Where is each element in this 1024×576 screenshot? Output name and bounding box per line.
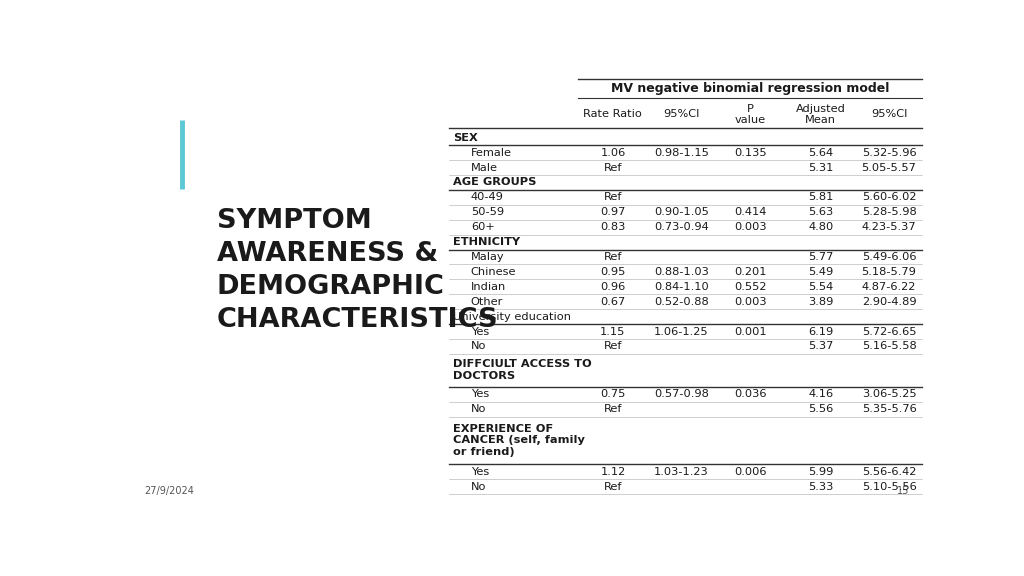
Text: 95%CI: 95%CI [870, 109, 907, 119]
Text: Yes: Yes [471, 467, 489, 477]
Text: 0.83: 0.83 [600, 222, 626, 232]
Text: 5.99: 5.99 [808, 467, 834, 477]
Text: Indian: Indian [471, 282, 506, 292]
Text: 5.49-6.06: 5.49-6.06 [862, 252, 916, 262]
Text: 3.89: 3.89 [808, 297, 834, 307]
Text: 0.57-0.98: 0.57-0.98 [654, 389, 709, 399]
Text: 0.84-1.10: 0.84-1.10 [654, 282, 709, 292]
Text: 1.03-1.23: 1.03-1.23 [654, 467, 709, 477]
Text: Male: Male [471, 162, 498, 173]
Text: 1.12: 1.12 [600, 467, 626, 477]
Text: 0.75: 0.75 [600, 389, 626, 399]
Text: 5.37: 5.37 [808, 342, 834, 351]
Text: 1.06-1.25: 1.06-1.25 [654, 327, 709, 336]
Text: 4.80: 4.80 [808, 222, 834, 232]
Text: 50-59: 50-59 [471, 207, 504, 217]
Text: 4.87-6.22: 4.87-6.22 [862, 282, 916, 292]
Text: 0.135: 0.135 [734, 147, 767, 158]
Text: 0.006: 0.006 [734, 467, 766, 477]
Text: 0.97: 0.97 [600, 207, 626, 217]
Text: 5.28-5.98: 5.28-5.98 [861, 207, 916, 217]
Text: P
value: P value [734, 104, 766, 125]
Text: Ref: Ref [603, 162, 623, 173]
Text: 0.003: 0.003 [734, 222, 767, 232]
Text: 0.414: 0.414 [734, 207, 766, 217]
Text: 2.90-4.89: 2.90-4.89 [862, 297, 916, 307]
Text: 0.52-0.88: 0.52-0.88 [654, 297, 709, 307]
Text: 0.88-1.03: 0.88-1.03 [654, 267, 709, 277]
Text: 5.54: 5.54 [808, 282, 834, 292]
Text: 4.23-5.37: 4.23-5.37 [862, 222, 916, 232]
Text: 5.77: 5.77 [808, 252, 834, 262]
Text: 5.33: 5.33 [808, 482, 834, 491]
Text: 0.003: 0.003 [734, 297, 767, 307]
Text: Female: Female [471, 147, 512, 158]
Text: 5.10-5.56: 5.10-5.56 [861, 482, 916, 491]
Text: 0.001: 0.001 [734, 327, 767, 336]
Text: 40-49: 40-49 [471, 192, 504, 202]
Text: 15: 15 [897, 486, 909, 496]
Text: MV negative binomial regression model: MV negative binomial regression model [610, 82, 889, 95]
Text: 60+: 60+ [471, 222, 495, 232]
Text: 5.32-5.96: 5.32-5.96 [862, 147, 916, 158]
Text: 0.73-0.94: 0.73-0.94 [654, 222, 709, 232]
Text: 0.96: 0.96 [600, 282, 626, 292]
Text: Yes: Yes [471, 389, 489, 399]
Text: SYMPTOM
AWARENESS &
DEMOGRAPHIC
CHARACTERISTICS: SYMPTOM AWARENESS & DEMOGRAPHIC CHARACTE… [217, 209, 499, 334]
Text: Malay: Malay [471, 252, 505, 262]
Text: 6.19: 6.19 [808, 327, 834, 336]
Text: Rate Ratio: Rate Ratio [584, 109, 642, 119]
Text: 5.31: 5.31 [808, 162, 834, 173]
Text: 5.81: 5.81 [808, 192, 834, 202]
Text: Ref: Ref [603, 404, 623, 414]
Text: 0.90-1.05: 0.90-1.05 [654, 207, 709, 217]
Text: 5.05-5.57: 5.05-5.57 [861, 162, 916, 173]
Text: 5.63: 5.63 [808, 207, 834, 217]
Text: 5.60-6.02: 5.60-6.02 [862, 192, 916, 202]
Text: No: No [471, 482, 486, 491]
Text: 0.98-1.15: 0.98-1.15 [654, 147, 709, 158]
Text: 95%CI: 95%CI [664, 109, 699, 119]
Text: No: No [471, 404, 486, 414]
Text: Adjusted
Mean: Adjusted Mean [796, 104, 846, 125]
Text: 5.64: 5.64 [808, 147, 834, 158]
Text: 0.552: 0.552 [734, 282, 766, 292]
Text: 4.16: 4.16 [808, 389, 834, 399]
Text: 5.72-6.65: 5.72-6.65 [862, 327, 916, 336]
Text: EXPERIENCE OF
CANCER (self, family
or friend): EXPERIENCE OF CANCER (self, family or fr… [454, 424, 586, 457]
Text: DIFFCIULT ACCESS TO
DOCTORS: DIFFCIULT ACCESS TO DOCTORS [454, 359, 592, 381]
Text: Ref: Ref [603, 192, 623, 202]
Text: Other: Other [471, 297, 503, 307]
Text: University education: University education [454, 312, 571, 321]
Text: 5.56-6.42: 5.56-6.42 [862, 467, 916, 477]
Text: ETHNICITY: ETHNICITY [454, 237, 520, 247]
Text: AGE GROUPS: AGE GROUPS [454, 177, 537, 188]
Text: 5.49: 5.49 [808, 267, 834, 277]
Text: 27/9/2024: 27/9/2024 [143, 486, 194, 496]
Text: 0.036: 0.036 [734, 389, 766, 399]
Text: 3.06-5.25: 3.06-5.25 [862, 389, 916, 399]
Text: Ref: Ref [603, 252, 623, 262]
Text: 5.16-5.58: 5.16-5.58 [861, 342, 916, 351]
Text: No: No [471, 342, 486, 351]
Text: SEX: SEX [454, 133, 478, 143]
Text: 1.06: 1.06 [600, 147, 626, 158]
Text: 5.18-5.79: 5.18-5.79 [861, 267, 916, 277]
Text: 1.15: 1.15 [600, 327, 626, 336]
Text: 5.56: 5.56 [808, 404, 834, 414]
Text: 0.67: 0.67 [600, 297, 626, 307]
Text: Yes: Yes [471, 327, 489, 336]
Text: 0.201: 0.201 [734, 267, 766, 277]
Text: Ref: Ref [603, 482, 623, 491]
Text: Chinese: Chinese [471, 267, 516, 277]
Text: 0.95: 0.95 [600, 267, 626, 277]
Text: 5.35-5.76: 5.35-5.76 [861, 404, 916, 414]
Text: Ref: Ref [603, 342, 623, 351]
